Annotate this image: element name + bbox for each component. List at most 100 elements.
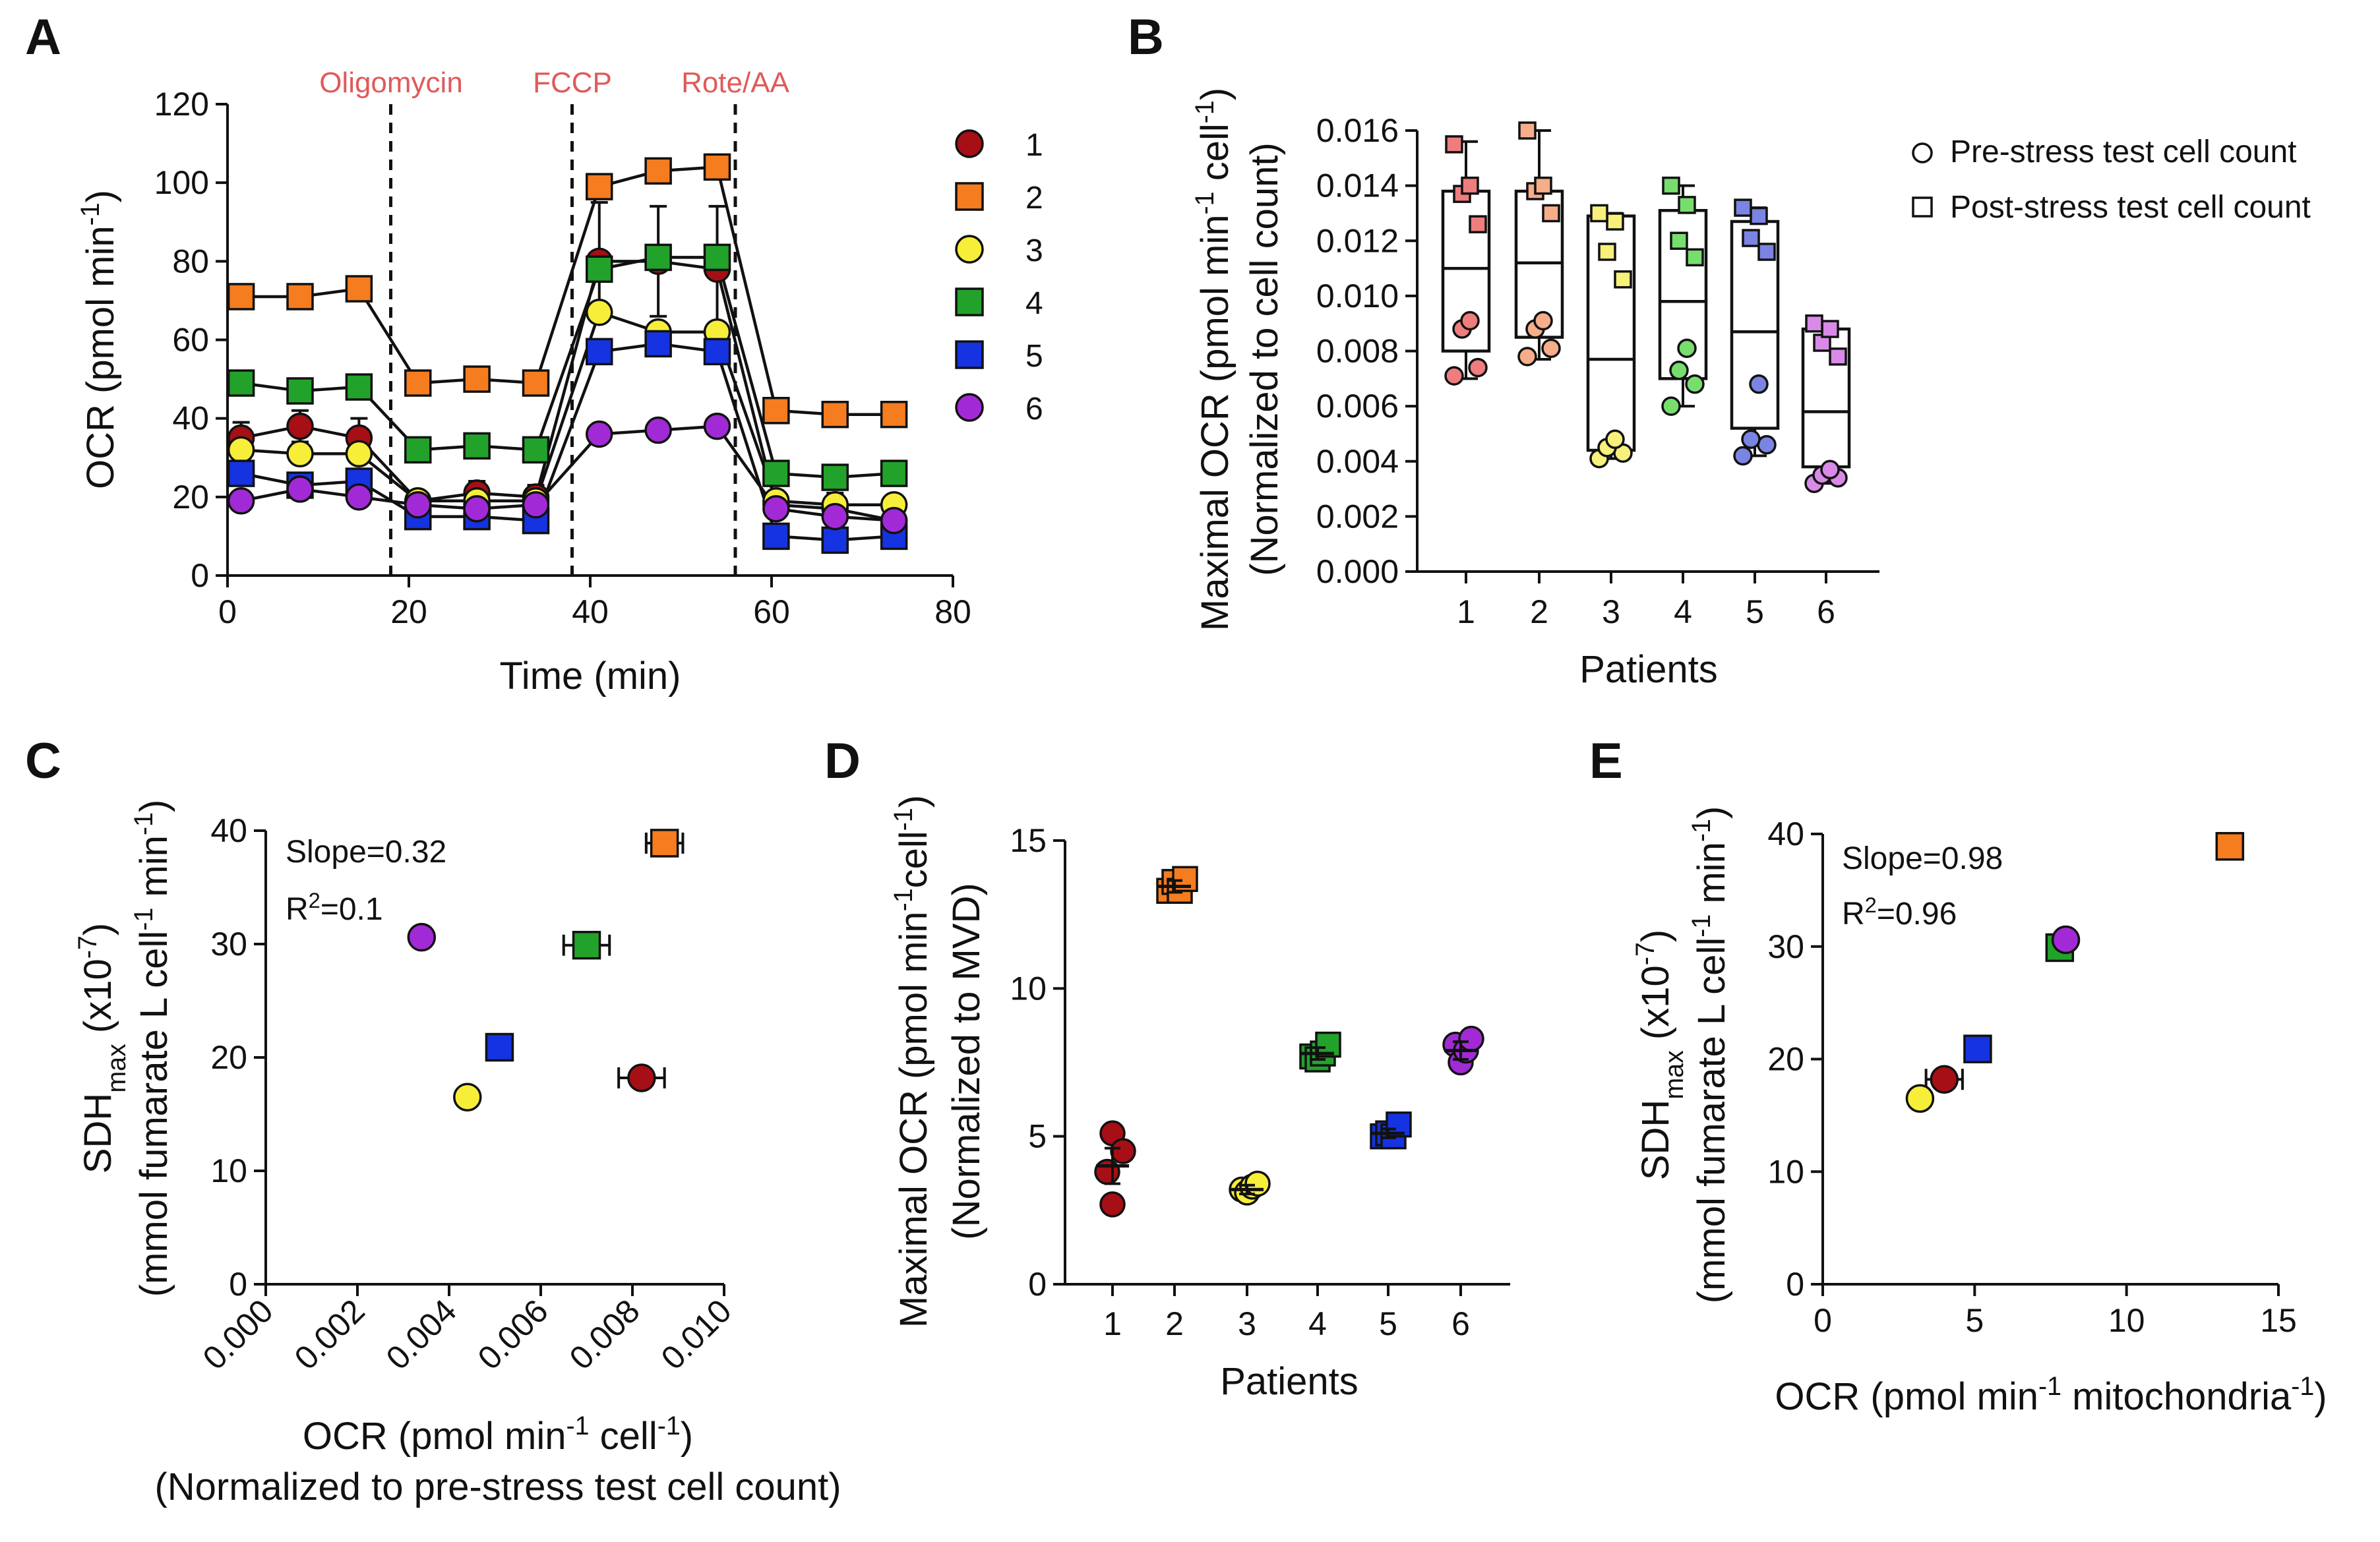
panel-a-series-5-point-9 (762, 522, 790, 550)
panel-e-y-axis-tick-label-4: 40 (1767, 815, 1804, 852)
panel-c-y-axis-tick-label-2: 20 (210, 1039, 247, 1076)
panel-c-point-1 (627, 1063, 656, 1092)
panel-a-series-6-point-11 (880, 506, 908, 535)
panel-a-series-5-point-7 (644, 330, 672, 358)
panel-a-series-2-point-1 (286, 283, 314, 311)
panel-d-x-tick-label-0: 1 (1103, 1305, 1122, 1342)
panel-a-series-5-point-0 (227, 460, 255, 487)
panel-a-series-4-point-1 (286, 377, 314, 405)
panel-b-pre-point-4-2 (1669, 361, 1689, 380)
panel-c-y-label-line2: (mmol fumarate L cell-1 min-1) (129, 800, 175, 1297)
panel-c-x-label-line1: OCR (pmol min-1 cell-1) (303, 1411, 693, 1458)
panel-c-point-5 (485, 1032, 514, 1062)
panel-c-y-axis-tick-label-3: 30 (210, 926, 247, 963)
panel-b-y-label-line1-part-1: -1 (1190, 191, 1219, 214)
panel-a-y-axis-tick-label-3: 60 (172, 322, 209, 359)
panel-b-pre-point-4-0 (1661, 396, 1681, 416)
panel-a-treatment-label-fccp: FCCP (533, 67, 612, 99)
panel-b-post-point-3-2 (1606, 212, 1624, 231)
panel-b-post-point-6-2 (1821, 320, 1839, 338)
panel-b-box-2 (1514, 121, 1564, 367)
panel-a-treatment-label-rote-aa: Rote/AA (681, 67, 790, 99)
panel-c-letter: C (25, 733, 61, 789)
panel-c-y-axis-tick-label-0: 0 (229, 1266, 247, 1303)
panel-b-pre-point-2-1 (1541, 338, 1561, 359)
panel-b-y-label-line1: Maximal OCR (pmol min-1 cell-1) (1190, 88, 1236, 631)
panel-d-y-label-line1: Maximal OCR (pmol min-1cell-1) (889, 795, 935, 1328)
panel-b-y-axis-tick-label-3: 0.006 (1316, 388, 1399, 425)
panel-c: C 0 10 20 30 40 0.000 0.002 0.004 0.006 0.008 0.010… (25, 733, 841, 1508)
panel-a-y-axis-tick-label-0: 0 (191, 557, 209, 594)
panel-b-post-point-2-2 (1534, 176, 1552, 195)
panel-e-x-label-part-4: ) (2314, 1375, 2327, 1418)
panel-b-y-label-line2: (Normalized to cell count) (1243, 142, 1286, 576)
panel-d-letter: D (824, 733, 861, 789)
panel-b-x-label: Patients (1579, 648, 1718, 691)
panel-b-post-point-1-2 (1461, 176, 1479, 195)
panel-b-y-label-line1-part-0: Maximal OCR (pmol min (1194, 214, 1236, 631)
panel-e-r2-annotation-part-1: 2 (1865, 893, 1877, 917)
panel-d-y-axis-tick-label-3: 15 (1010, 822, 1047, 859)
panel-a-x-axis-tick-label-3: 60 (753, 593, 790, 630)
panel-e-y-label-line2-part-3: -1 (1687, 819, 1716, 842)
panel-e-y-label-line1: SDHmax (x10-7) (1631, 930, 1689, 1180)
panel-e-x-label-part-0: OCR (pmol min (1775, 1375, 2038, 1418)
panel-e-x-axis-tick-label-2: 10 (2108, 1302, 2145, 1339)
panel-c-x-axis-tick-label-1: 0.002 (288, 1292, 372, 1377)
panel-a-series-2-point-4 (463, 365, 491, 393)
panel-b-box-5 (1730, 198, 1780, 466)
panel-e-r2-annotation-part-2: =0.96 (1877, 897, 1957, 932)
panel-c-x-axis-tick-label-3: 0.006 (471, 1292, 555, 1377)
panel-b-pre-point-6-3 (1820, 460, 1840, 480)
panel-a: A Oligomycin FCCP Rote/AA 0 20 40 60 80 100 120 0 20… (25, 9, 1043, 697)
panel-b-legend-marker-pre (1912, 142, 1933, 163)
panel-a-series-3-point-2 (345, 440, 373, 468)
panel-b-post-point-5-1 (1742, 229, 1760, 247)
panel-d-group-1 (1094, 1120, 1136, 1218)
panel-a-legend-marker-4 (955, 287, 984, 316)
panel-a-series-1-point-1 (286, 412, 314, 440)
panel-a-series-4-point-9 (762, 460, 790, 487)
panel-d-x-tick-label-3: 4 (1308, 1305, 1327, 1342)
panel-a-treatment-label-oligomycin: Oligomycin (319, 67, 463, 99)
panel-c-x-label-line2: (Normalized to pre-stress test cell coun… (154, 1466, 841, 1508)
panel-a-series-4-point-3 (404, 436, 432, 464)
panel-a-series-4-point-6 (586, 255, 613, 283)
panel-c-y-label-line1-part-2: (x10 (76, 959, 119, 1044)
panel-d-err-3 (1239, 1183, 1255, 1196)
panel-a-x-axis-tick-label-4: 80 (934, 593, 971, 630)
panel-d-x-label: Patients (1220, 1360, 1358, 1403)
panel-a-y-axis-tick-label-5: 100 (154, 164, 209, 201)
panel-a-x-axis-tick-label-0: 0 (218, 593, 237, 630)
panel-b-legend-label-post: Post-stress test cell count (1950, 190, 2311, 225)
panel-b-post-point-6-0 (1829, 347, 1847, 366)
panel-a-series-3-point-0 (227, 436, 255, 464)
panel-d-group-6 (1442, 1025, 1484, 1076)
panel-a-series-4-point-5 (522, 436, 550, 464)
panel-e-point-5 (1963, 1034, 1992, 1063)
panel-b-post-point-6-3 (1805, 314, 1823, 333)
panel-a-x-label: Time (min) (500, 655, 681, 697)
panel-b-post-point-4-1 (1670, 231, 1688, 250)
panel-a-series-4-point-11 (880, 460, 908, 487)
panel-c-x-label-line1-part-0: OCR (pmol min (303, 1415, 566, 1458)
panel-b-y-label-line1-part-4: ) (1194, 88, 1236, 100)
panel-a-series-2-point-5 (522, 369, 550, 397)
panel-a-y-label-part-1: -1 (76, 202, 105, 225)
panel-a-series-6-point-6 (586, 420, 613, 448)
panel-b-pre-point-4-3 (1677, 338, 1697, 359)
panel-b-pre-point-1-3 (1460, 311, 1480, 331)
panel-e-point-2 (2215, 832, 2245, 861)
panel-a-y-axis-tick-label-2: 40 (172, 400, 209, 437)
panel-c-y-axis-tick-label-1: 10 (210, 1152, 247, 1189)
panel-c-slope-annotation: Slope=0.32 (286, 835, 446, 870)
panel-b-post-point-2-0 (1542, 204, 1560, 223)
panel-b-box-6 (1801, 314, 1851, 493)
panel-a-y-label-part-0: OCR (pmol min (79, 225, 122, 489)
panel-a-y-axis-tick-label-4: 80 (172, 243, 209, 280)
panel-e-y-label-line2-part-1: -1 (1687, 914, 1716, 937)
panel-d-y-label-line2: (Normalized to MVD) (945, 883, 988, 1239)
panel-b-pre-point-3-3 (1605, 429, 1625, 450)
panel-d-point-3-3 (1244, 1170, 1271, 1197)
